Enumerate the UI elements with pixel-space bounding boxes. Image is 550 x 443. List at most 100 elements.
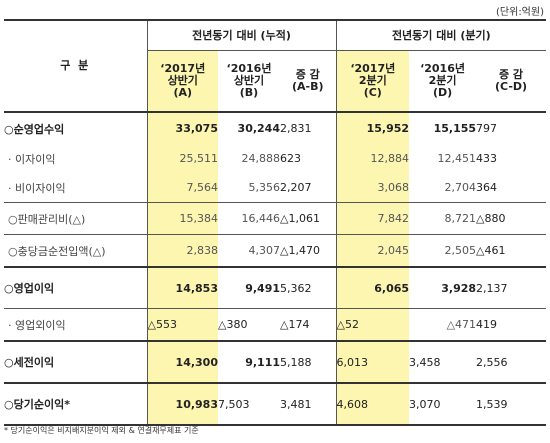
cell-b: 5,356: [248, 181, 281, 194]
cell-c: 4,608: [336, 382, 410, 426]
cell-d: 2,704: [444, 181, 477, 194]
header-col-c-line3: (C): [363, 86, 382, 99]
cell-ab: △174: [280, 308, 337, 341]
cell-c: 12,884: [336, 144, 410, 173]
cell-c: 15,952: [336, 112, 410, 144]
cell-b: 9,111: [218, 340, 280, 383]
header-col-cd-line1: 증 감: [498, 68, 524, 81]
cell-ab: 3,481: [280, 382, 337, 426]
cell-cd: △461: [476, 234, 547, 267]
cell-cd: △880: [476, 202, 547, 235]
cell-d: 3,928: [409, 266, 477, 309]
table-row: · 이자이익 25,511 24,888 623 12,884 12,451 4…: [4, 144, 546, 173]
header-col-cd-line2: (C-D): [494, 80, 528, 93]
unit-label: (단위:억원): [496, 7, 544, 18]
cell-a: 14,300: [147, 340, 218, 383]
table-row: · 영업외이익 △553 △380 △174 △52 △471 419: [4, 308, 547, 341]
header-col-d-line3: (D): [432, 86, 453, 99]
table-row: ○충당금순전입액(△) 2,838 4,307 △1,470 2,045 2,5…: [4, 234, 547, 267]
header-col-c: ‘2017년 2분기 (C): [336, 50, 410, 113]
cell-cd: 433: [476, 152, 498, 165]
cell-d: △471: [409, 308, 477, 341]
header-col-cd: 증 감 (C-D): [476, 50, 547, 113]
row-label: · 이자이익: [4, 144, 148, 173]
cell-cd: 1,539: [476, 382, 547, 426]
cell-a: 14,853: [147, 266, 218, 309]
cell-d: 3,070: [409, 382, 477, 426]
header-col-a-line3: (A): [173, 86, 193, 99]
row-label: ○영업이익: [4, 266, 148, 309]
header-group-cumulative: 전년동기 대비 (누적): [147, 19, 337, 51]
row-label: ○판매관리비(△): [4, 202, 148, 235]
cell-a: 25,511: [147, 144, 218, 173]
table-row: ○순영업수익 33,075 30,244 2,831 15,952 15,155…: [4, 112, 546, 144]
cell-d: 12,451: [437, 152, 477, 165]
header-col-ab-line2: (A-B): [292, 80, 324, 93]
cell-b: 24,888: [241, 152, 281, 165]
header-col-d-line2: 2분기: [428, 74, 457, 87]
cell-ab: 2,207: [280, 173, 337, 203]
cell-c: 7,842: [336, 202, 410, 235]
cell-cd: 2,556: [476, 340, 547, 383]
cell-a: 10,983: [147, 382, 218, 426]
cell-c: 6,013: [336, 340, 410, 383]
cell-ab: 623: [280, 144, 337, 173]
cell-cd: 797: [476, 122, 498, 135]
cell-c: 3,068: [336, 173, 410, 203]
row-label: ○세전이익: [4, 340, 148, 383]
cell-b: △380: [218, 308, 280, 341]
cell-cd: 364: [476, 181, 498, 194]
cell-b: 30,244: [237, 122, 280, 135]
header-col-ab: 증 감 (A-B): [280, 50, 337, 113]
cell-ab: △1,061: [280, 202, 337, 235]
header-col-c-line1: ‘2017년: [350, 62, 396, 75]
cell-ab: 2,831: [280, 112, 337, 144]
header-col-b-line1: ‘2016년: [226, 62, 272, 75]
row-label: · 영업외이익: [4, 308, 148, 341]
table-row: ○판매관리비(△) 15,384 16,446 △1,061 7,842 8,7…: [4, 202, 547, 235]
cell-a: 15,384: [147, 202, 218, 235]
cell-b: 4,307: [218, 234, 280, 267]
cell-ab: 5,362: [280, 266, 337, 309]
header-col-d: ‘2016년 2분기 (D): [409, 50, 477, 113]
row-label: · 비이자이익: [4, 173, 148, 203]
cell-cd: 2,137: [476, 266, 547, 309]
header-category: 구 분: [4, 19, 148, 113]
header-col-ab-line1: 증 감: [295, 68, 320, 81]
cell-c: △52: [336, 308, 410, 341]
header-col-a-line1: ‘2017년: [160, 62, 206, 75]
header-col-d-line1: ‘2016년: [420, 62, 465, 75]
cell-b: 9,491: [218, 266, 280, 309]
cell-d: 8,721: [409, 202, 477, 235]
header-col-a-line2: 상반기: [167, 74, 198, 87]
header-col-c-line2: 2분기: [358, 74, 387, 87]
cell-c: 2,045: [336, 234, 410, 267]
footnote: * 당기순이익은 비지배지분이익 제외 & 연결재무제표 기준: [4, 426, 199, 435]
table-row: · 비이자이익 7,564 5,356 2,207 3,068 2,704 36…: [4, 173, 546, 203]
header-group-quarter: 전년동기 대비 (분기): [336, 19, 547, 51]
cell-b: 7,503: [218, 382, 280, 426]
cell-a: 2,838: [147, 234, 218, 267]
header-col-b: ‘2016년 상반기 (B): [218, 50, 280, 113]
financial-table: 구 분 전년동기 대비 (누적) 전년동기 대비 (분기) ‘2017년 상반기…: [4, 19, 547, 426]
cell-cd: 419: [476, 308, 547, 341]
cell-b: 16,446: [218, 202, 280, 235]
cell-d: 3,458: [409, 340, 477, 383]
table-row: ○영업이익 14,853 9,491 5,362 6,065 3,928 2,1…: [4, 266, 547, 309]
cell-ab: 5,188: [280, 340, 337, 383]
table-row: ○세전이익 14,300 9,111 5,188 6,013 3,458 2,5…: [4, 340, 547, 383]
table-row: ○당기순이익* 10,983 7,503 3,481 4,608 3,070 1…: [4, 382, 547, 426]
header-col-a: ‘2017년 상반기 (A): [147, 50, 218, 113]
cell-d: 2,505: [409, 234, 477, 267]
row-label: ○충당금순전입액(△): [4, 234, 148, 267]
header-col-b-line2: 상반기: [233, 74, 265, 87]
row-label: ○당기순이익*: [4, 382, 148, 426]
header-col-b-line3: (B): [239, 86, 259, 99]
row-label: ○순영업수익: [4, 112, 148, 144]
cell-a: 7,564: [147, 173, 218, 203]
cell-ab: △1,470: [280, 234, 337, 267]
cell-a: 33,075: [147, 112, 218, 144]
cell-d: 15,155: [433, 122, 477, 135]
cell-a: △553: [147, 308, 218, 341]
cell-c: 6,065: [336, 266, 410, 309]
